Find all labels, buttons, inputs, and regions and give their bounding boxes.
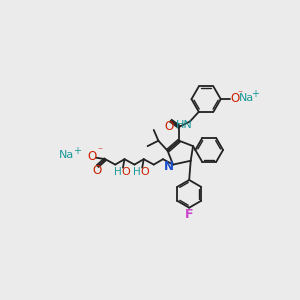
Text: N: N [164,160,174,173]
Text: O: O [230,92,239,105]
Text: O: O [88,150,97,164]
Text: H: H [114,167,122,176]
Text: H: H [133,167,141,176]
Text: ⁻: ⁻ [237,89,243,99]
Text: Na: Na [59,150,74,160]
Text: +: + [74,146,82,157]
Text: HN: HN [176,120,192,130]
Text: O: O [140,167,149,176]
Text: ⁻: ⁻ [97,146,102,157]
Text: O: O [121,167,130,176]
Text: F: F [185,208,194,221]
Text: +: + [250,89,259,99]
Text: O: O [92,164,101,177]
Text: Na: Na [239,93,254,103]
Text: O: O [164,120,174,133]
